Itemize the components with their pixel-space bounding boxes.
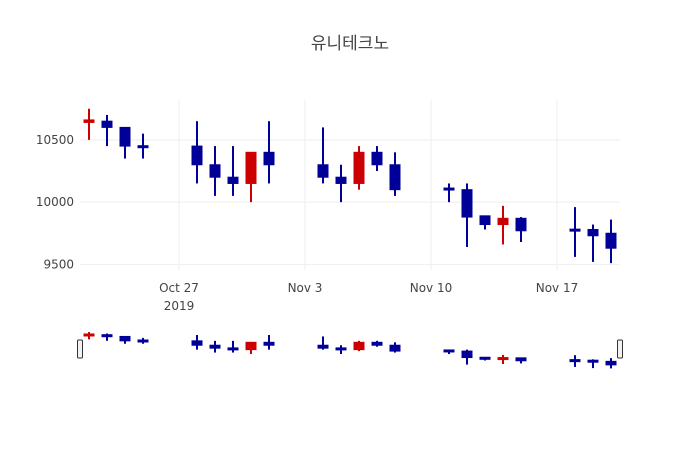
- x-tick-label: Nov 17: [536, 281, 579, 295]
- range-slider-left-handle[interactable]: [77, 339, 83, 359]
- candle-decreasing: [371, 340, 383, 347]
- candle-decreasing: [569, 355, 581, 367]
- candle-decreasing: [137, 133, 149, 159]
- candle-decreasing: [209, 340, 221, 353]
- candle-decreasing: [335, 345, 347, 355]
- y-tick-label: 10000: [36, 195, 74, 209]
- candle-decreasing: [119, 335, 131, 344]
- candle-decreasing: [515, 357, 527, 364]
- range-slider-track[interactable]: [80, 330, 620, 370]
- candle-decreasing: [317, 336, 329, 350]
- x-tick-label: Oct 27: [159, 281, 199, 295]
- y-axis: 9500 10000 10500: [36, 133, 74, 272]
- candle-increasing: [245, 151, 257, 203]
- candle-decreasing: [515, 217, 527, 242]
- candle-decreasing: [227, 146, 239, 196]
- candle-decreasing: [587, 224, 599, 262]
- candles: [83, 108, 617, 264]
- candle-increasing: [83, 108, 95, 140]
- candle-decreasing: [101, 114, 113, 147]
- candle-increasing: [497, 354, 509, 364]
- candle-decreasing: [227, 340, 239, 353]
- candle-decreasing: [461, 349, 473, 365]
- candle-decreasing: [389, 152, 401, 196]
- candle-decreasing: [191, 121, 203, 184]
- x-axis: Oct 27 2019 Nov 3 Nov 10 Nov 17: [159, 281, 578, 313]
- gridlines: [80, 100, 620, 270]
- candle-decreasing: [263, 334, 275, 350]
- candle-increasing: [83, 332, 95, 340]
- candle-decreasing: [371, 146, 383, 171]
- y-tick-label: 10500: [36, 133, 74, 147]
- candle-decreasing: [137, 337, 149, 344]
- candle-decreasing: [605, 358, 617, 369]
- x-tick-label: Nov 10: [410, 281, 453, 295]
- candle-decreasing: [209, 146, 221, 196]
- candle-decreasing: [443, 349, 455, 355]
- x-tick-label: Nov 3: [288, 281, 323, 295]
- y-tick-label: 9500: [43, 257, 74, 271]
- candle-increasing: [245, 341, 257, 355]
- candle-increasing: [353, 146, 365, 190]
- candle-decreasing: [389, 342, 401, 353]
- candle-decreasing: [461, 183, 473, 247]
- chart-title: 유니테크노: [311, 34, 389, 54]
- candle-decreasing: [263, 121, 275, 184]
- range-slider-preview: [83, 332, 617, 369]
- candle-decreasing: [119, 126, 131, 159]
- candle-decreasing: [191, 334, 203, 350]
- candle-decreasing: [335, 164, 347, 203]
- x-tick-year-label: 2019: [164, 299, 195, 313]
- candle-decreasing: [101, 333, 113, 341]
- candle-decreasing: [569, 207, 581, 257]
- candle-decreasing: [587, 359, 599, 369]
- candle-decreasing: [479, 215, 491, 230]
- candle-decreasing: [317, 127, 329, 184]
- candle-decreasing: [443, 183, 455, 203]
- candle-decreasing: [605, 219, 617, 264]
- candle-increasing: [497, 205, 509, 245]
- candle-increasing: [353, 340, 365, 352]
- range-slider[interactable]: [77, 330, 623, 370]
- range-slider-right-handle[interactable]: [617, 339, 623, 359]
- candle-decreasing: [479, 356, 491, 361]
